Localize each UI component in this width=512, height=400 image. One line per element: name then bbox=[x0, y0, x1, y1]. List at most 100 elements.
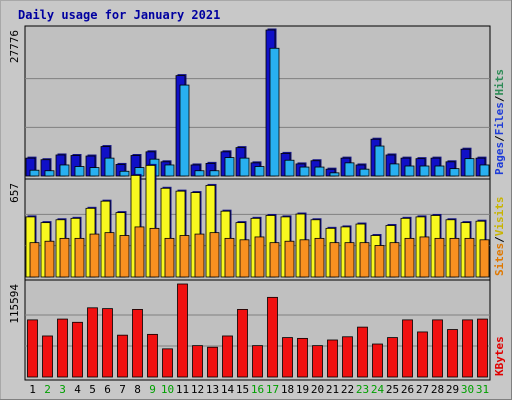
bar-kbytes-series1-day-28 bbox=[432, 319, 443, 378]
bar-kbytes-series1-day-22 bbox=[342, 336, 353, 378]
bar-visits-series2-day-6 bbox=[104, 232, 115, 278]
x-tick-label: 2 bbox=[44, 383, 51, 396]
bar-visits-series2-day-31 bbox=[479, 239, 490, 278]
x-tick-label: 19 bbox=[296, 383, 309, 396]
bar-kbytes-series1-day-5 bbox=[87, 307, 98, 378]
bar-visits-series2-day-12 bbox=[194, 233, 205, 278]
panel-visits: 657 Sites/Visits bbox=[8, 163, 506, 281]
bar-visits-series2-day-9 bbox=[149, 227, 160, 278]
x-tick-label: 14 bbox=[221, 383, 235, 396]
bar-hits-series2-day-20 bbox=[314, 166, 325, 177]
chart-panels: 27776 Pages/Files/Hits 657 Sites / Visits 1155… bbox=[8, 25, 506, 381]
bar-visits-series2-day-4 bbox=[74, 237, 85, 278]
legend-entry: / bbox=[493, 135, 506, 142]
bar-kbytes-series1-day-6 bbox=[102, 308, 113, 378]
panel-hits-legend: Pages/Files/Hits bbox=[493, 69, 506, 175]
x-tick-label: 18 bbox=[281, 383, 294, 396]
bar-kbytes-series1-day-11 bbox=[177, 283, 188, 378]
x-tick-label: 21 bbox=[326, 383, 339, 396]
bar-hits-series2-day-18 bbox=[284, 159, 295, 177]
x-tick-label: 1 bbox=[29, 383, 36, 396]
x-tick-label: 4 bbox=[74, 383, 81, 396]
bar-hits-series2-day-22 bbox=[344, 162, 355, 177]
x-tick-label: 10 bbox=[161, 383, 174, 396]
legend-entry: Pages bbox=[493, 142, 506, 175]
bar-visits-series2-day-3 bbox=[59, 237, 70, 278]
x-tick-label: 17 bbox=[266, 383, 279, 396]
bar-visits-series2-day-23 bbox=[359, 242, 370, 278]
bar-hits-series2-day-4 bbox=[74, 166, 85, 177]
bar-kbytes-series1-day-8 bbox=[132, 309, 143, 378]
x-tick-label: 26 bbox=[401, 383, 414, 396]
bar-visits-series2-day-7 bbox=[119, 235, 130, 278]
bar-kbytes-series1-day-23 bbox=[357, 326, 368, 378]
bar-hits-series2-day-14 bbox=[224, 157, 235, 177]
x-tick-label: 16 bbox=[251, 383, 264, 396]
bar-kbytes-series1-day-13 bbox=[207, 346, 218, 378]
panel-hits-max-label: 27776 bbox=[8, 30, 21, 63]
bar-kbytes-series1-day-15 bbox=[237, 309, 248, 378]
bar-kbytes-series1-day-12 bbox=[192, 345, 203, 378]
bar-visits-series2-day-29 bbox=[449, 237, 460, 278]
bar-kbytes-series1-day-17 bbox=[267, 296, 278, 378]
bar-hits-series2-day-31 bbox=[479, 164, 490, 177]
bar-visits-series2-day-21 bbox=[329, 242, 340, 278]
legend-entry: / bbox=[493, 95, 506, 102]
bar-visits-series2-day-22 bbox=[344, 242, 355, 278]
bar-visits-series2-day-11 bbox=[179, 235, 190, 278]
bar-kbytes-series1-day-21 bbox=[327, 339, 338, 378]
bar-kbytes-series1-day-4 bbox=[72, 321, 83, 378]
bar-visits-series2-day-13 bbox=[209, 232, 220, 278]
bar-visits-series2-day-17 bbox=[269, 242, 280, 278]
bar-kbytes-series1-day-24 bbox=[372, 343, 383, 378]
chart-title: Daily usage for January 2021 bbox=[18, 8, 220, 22]
bar-hits-series2-day-24 bbox=[374, 145, 385, 177]
bar-kbytes-series1-day-10 bbox=[162, 348, 173, 378]
bar-kbytes-series1-day-16 bbox=[252, 345, 263, 378]
x-tick-label: 29 bbox=[446, 383, 459, 396]
bar-hits-series2-day-13 bbox=[209, 170, 220, 177]
x-tick-label: 11 bbox=[176, 383, 189, 396]
legend-entry: Sites bbox=[493, 243, 506, 276]
x-tick-label: 9 bbox=[149, 383, 156, 396]
bar-visits-series2-day-18 bbox=[284, 240, 295, 278]
x-tick-label: 31 bbox=[476, 383, 489, 396]
bar-hits-series2-day-6 bbox=[104, 157, 115, 177]
bar-hits-series2-day-2 bbox=[44, 170, 55, 177]
bar-hits-series2-day-29 bbox=[449, 168, 460, 177]
bar-hits-series2-day-1 bbox=[29, 169, 40, 177]
x-tick-label: 20 bbox=[311, 383, 324, 396]
x-tick-label: 30 bbox=[461, 383, 474, 396]
bar-visits-series2-day-1 bbox=[29, 242, 40, 278]
x-tick-label: 3 bbox=[59, 383, 66, 396]
bar-kbytes-series1-day-19 bbox=[297, 337, 308, 378]
bar-kbytes-series1-day-25 bbox=[387, 337, 398, 378]
bar-visits-series2-day-10 bbox=[164, 237, 175, 278]
x-tick-label: 12 bbox=[191, 383, 204, 396]
legend-entry: Hits bbox=[493, 69, 506, 96]
x-tick-label: 7 bbox=[119, 383, 126, 396]
bar-kbytes-series1-day-14 bbox=[222, 335, 233, 378]
panel-kbytes-max-label: 115594 bbox=[8, 284, 21, 324]
bar-visits-series2-day-28 bbox=[434, 237, 445, 278]
bar-visits-series2-day-30 bbox=[464, 237, 475, 278]
bar-kbytes-series1-day-26 bbox=[402, 319, 413, 378]
x-tick-label: 8 bbox=[134, 383, 141, 396]
bar-hits-series2-day-5 bbox=[89, 167, 100, 177]
x-tick-label: 25 bbox=[386, 383, 399, 396]
bar-kbytes-series1-day-2 bbox=[42, 335, 53, 378]
bar-visits-series2-day-25 bbox=[389, 242, 400, 278]
bar-visits-series2-day-26 bbox=[404, 237, 415, 278]
panel-visits-max-label: 657 bbox=[8, 183, 21, 203]
bar-visits-series2-day-2 bbox=[44, 240, 55, 278]
x-tick-label: 5 bbox=[89, 383, 96, 396]
x-tick-label: 28 bbox=[431, 383, 444, 396]
bar-kbytes-series1-day-27 bbox=[417, 331, 428, 378]
bar-kbytes-series1-day-7 bbox=[117, 334, 128, 378]
bar-kbytes-series1-day-1 bbox=[27, 319, 38, 378]
bar-kbytes-series1-day-18 bbox=[282, 337, 293, 378]
x-tick-label: 6 bbox=[104, 383, 111, 396]
bar-visits-series2-day-16 bbox=[254, 236, 265, 278]
legend-entry: Visits bbox=[493, 197, 506, 237]
bar-hits-series2-day-12 bbox=[194, 170, 205, 177]
